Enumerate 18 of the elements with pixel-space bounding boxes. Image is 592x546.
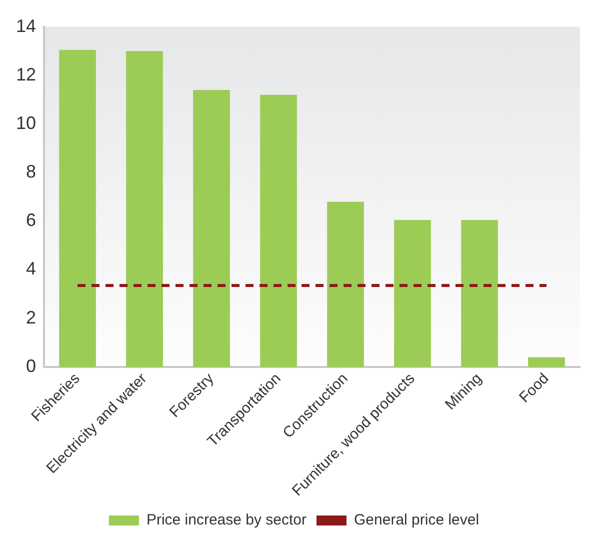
- legend-label: Price increase by sector: [146, 512, 307, 529]
- bar: [528, 357, 565, 367]
- bar: [193, 90, 230, 367]
- bar: [260, 94, 297, 367]
- y-tick-label: 10: [16, 112, 36, 133]
- bar: [461, 220, 498, 367]
- legend-label: General price level: [354, 512, 480, 529]
- bar: [394, 220, 431, 367]
- y-tick-label: 8: [26, 162, 36, 182]
- bar: [327, 202, 364, 367]
- y-tick-label: 4: [26, 258, 36, 279]
- bar: [126, 51, 163, 367]
- y-tick-label: 0: [26, 356, 36, 376]
- y-tick-label: 2: [26, 307, 36, 328]
- y-tick-label: 14: [16, 16, 36, 36]
- y-tick-label: 6: [26, 210, 36, 230]
- y-tick-label: 12: [16, 64, 36, 84]
- bar: [59, 50, 96, 367]
